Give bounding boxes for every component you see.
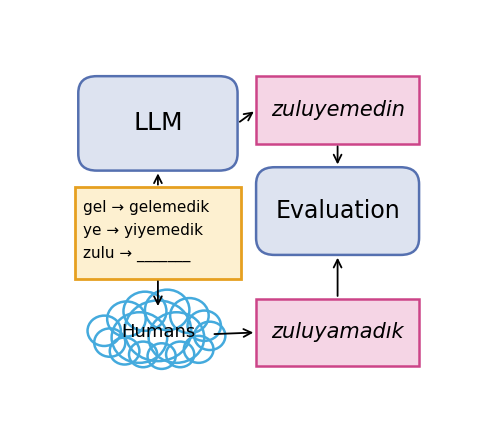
Text: LLM: LLM	[133, 111, 183, 135]
Circle shape	[166, 342, 194, 367]
Circle shape	[149, 312, 204, 363]
Bar	[256, 76, 419, 144]
Text: ye → yiyemedik: ye → yiyemedik	[83, 223, 203, 238]
Circle shape	[145, 290, 189, 330]
Text: Humans: Humans	[121, 324, 195, 342]
Circle shape	[87, 316, 121, 346]
Circle shape	[110, 338, 140, 364]
Text: zuluyemedin: zuluyemedin	[271, 100, 404, 120]
Circle shape	[111, 312, 167, 363]
Circle shape	[107, 301, 146, 336]
FancyBboxPatch shape	[256, 167, 419, 255]
Circle shape	[187, 311, 221, 341]
Text: gel → gelemedik: gel → gelemedik	[83, 200, 209, 215]
Circle shape	[125, 300, 191, 361]
Bar	[75, 187, 241, 279]
Circle shape	[94, 328, 125, 357]
Circle shape	[184, 336, 214, 363]
Text: zulu → _______: zulu → _______	[83, 245, 190, 261]
Text: Evaluation: Evaluation	[275, 199, 400, 223]
Circle shape	[170, 298, 209, 333]
Circle shape	[129, 342, 157, 367]
FancyBboxPatch shape	[78, 76, 238, 171]
Bar	[256, 299, 419, 366]
Circle shape	[148, 343, 176, 369]
Text: zuluyamadık: zuluyamadık	[272, 322, 404, 343]
Circle shape	[123, 292, 166, 331]
Circle shape	[194, 321, 225, 350]
